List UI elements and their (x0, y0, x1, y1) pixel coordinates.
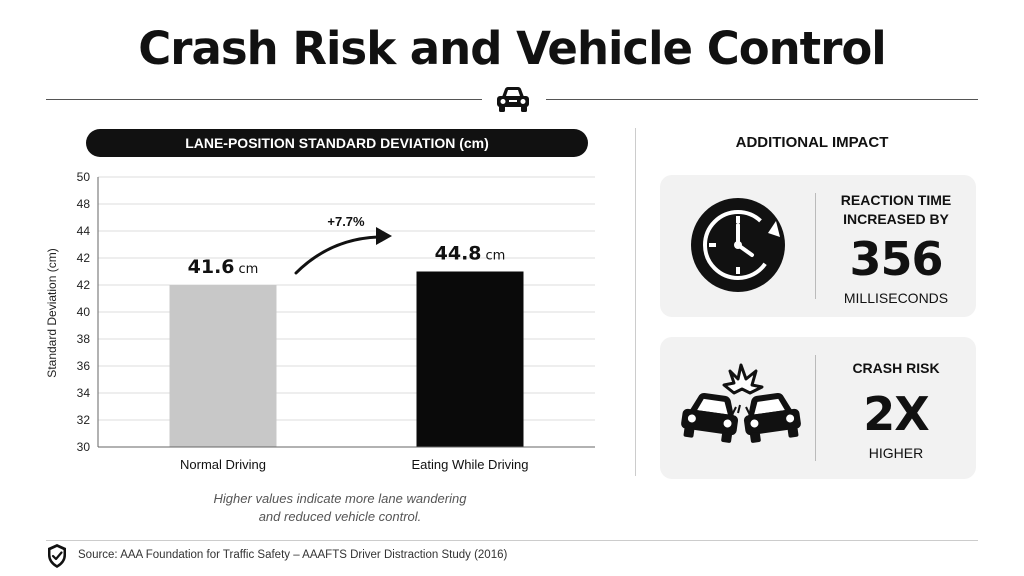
y-tick-label: 40 (77, 305, 91, 319)
crash-risk-unit: HIGHER (868, 445, 924, 461)
crash-risk-label: CRASH RISK (852, 360, 940, 376)
bar-chart: 30 32 34 36 38 40 42 42 44 48 50 Normal Driving 41.… (45, 170, 595, 472)
y-tick-label: 36 (77, 359, 91, 373)
y-tick-label: 48 (77, 197, 91, 211)
y-tick-label: 30 (77, 440, 91, 454)
section-divider (635, 128, 636, 476)
title-divider-right (546, 99, 978, 100)
y-tick-label: 32 (77, 413, 91, 427)
y-tick-label: 42 (77, 278, 91, 292)
source-citation: Source: AAA Foundation for Traffic Safet… (78, 549, 508, 561)
increase-arrowhead (376, 227, 392, 245)
bar-normal-driving (169, 285, 277, 447)
page-title: Crash Risk and Vehicle Control (138, 22, 886, 75)
impact-heading: ADDITIONAL IMPACT (735, 134, 889, 151)
crash-risk-card: CRASH RISK 2X HIGHER (660, 337, 976, 479)
chart-note-line1: Higher values indicate more lane wanderi… (213, 491, 467, 506)
reaction-time-label-1: REACTION TIME (840, 192, 952, 208)
crash-risk-text: CRASH RISK 2X HIGHER (818, 359, 974, 462)
y-tick-label: 38 (77, 332, 91, 346)
car-collision-icon (681, 363, 801, 443)
x-category-label: Normal Driving (180, 457, 266, 472)
reaction-card-divider (815, 193, 816, 299)
increase-annotation: +7.7% (327, 214, 365, 229)
bar-data-label: 44.8 cm (435, 243, 506, 265)
footer-divider (46, 540, 978, 541)
increase-arrow (294, 235, 380, 275)
y-tick-label: 34 (77, 386, 91, 400)
chart-title: LANE-POSITION STANDARD DEVIATION (cm) (86, 129, 588, 157)
reaction-time-unit: MILLISECONDS (843, 290, 949, 306)
reaction-time-value: 356 (849, 232, 943, 286)
shield-check-icon (48, 544, 66, 568)
title-divider-left (46, 99, 482, 100)
crash-risk-value: 2X (863, 387, 929, 441)
reaction-time-card: REACTION TIME INCREASED BY 356 MILLISECO… (660, 175, 976, 317)
y-tick-label: 44 (77, 224, 91, 238)
crash-card-divider (815, 355, 816, 461)
reaction-time-label-2: INCREASED BY (843, 211, 949, 227)
y-tick-label: 42 (77, 251, 91, 265)
y-axis-title: Standard Deviation (cm) (45, 248, 59, 377)
chart-note-line2: and reduced vehicle control. (258, 509, 422, 524)
reaction-time-text: REACTION TIME INCREASED BY 356 MILLISECO… (818, 191, 974, 307)
bar-data-label: 41.6 cm (188, 256, 259, 278)
chart-note: Higher values indicate more lane wanderi… (180, 490, 500, 526)
bar-eating-while-driving (416, 271, 524, 447)
car-icon (497, 87, 529, 112)
y-tick-label: 50 (77, 170, 91, 184)
stopwatch-icon (691, 198, 785, 292)
x-category-label: Eating While Driving (411, 457, 528, 472)
